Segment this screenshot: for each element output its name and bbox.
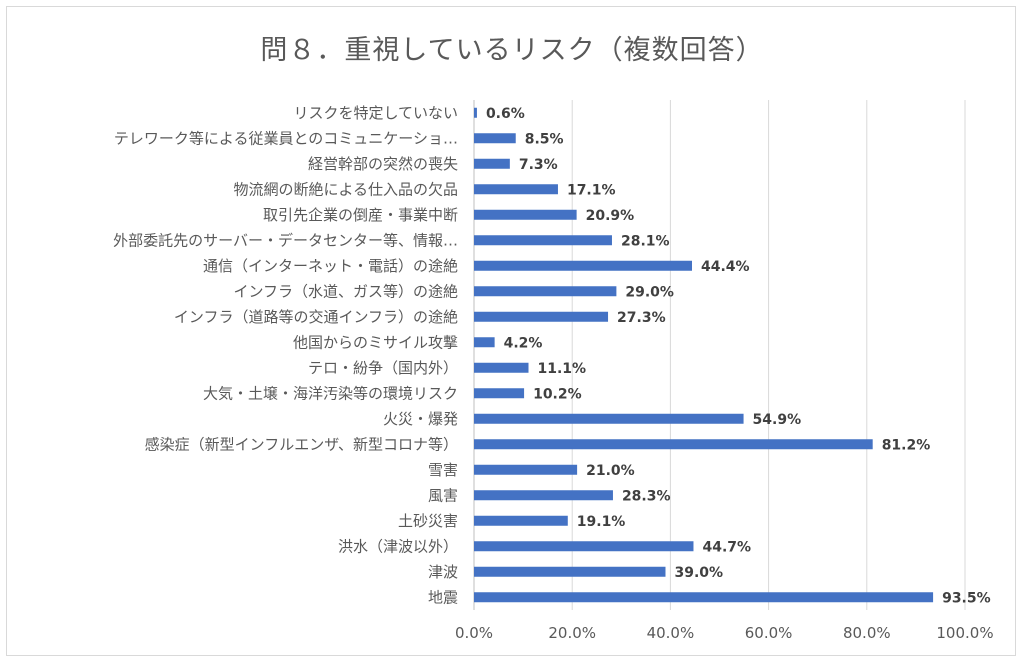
bar xyxy=(474,337,495,348)
bar xyxy=(474,464,578,475)
bar xyxy=(474,388,525,399)
category-label: テロ・紛争（国内外） xyxy=(308,359,458,377)
data-label: 0.6% xyxy=(486,106,525,122)
data-label: 54.9% xyxy=(753,412,802,428)
category-label: 外部委託先のサーバー・データセンター等、情報… xyxy=(113,231,458,249)
category-label: 通信（インターネット・電話）の途絶 xyxy=(203,257,458,275)
x-tick-label: 0.0% xyxy=(455,624,493,642)
bar xyxy=(474,413,744,424)
data-label: 7.3% xyxy=(519,157,558,173)
category-label: 他国からのミサイル攻撃 xyxy=(293,333,458,351)
chart-title: 問８．重視しているリスク（複数回答） xyxy=(260,35,764,66)
bar xyxy=(474,362,529,373)
data-label: 44.4% xyxy=(701,259,750,275)
category-label: 土砂災害 xyxy=(398,512,458,530)
data-label: 44.7% xyxy=(702,539,751,555)
data-label: 28.3% xyxy=(622,488,671,504)
category-label: 物流網の断絶による仕入品の欠品 xyxy=(233,180,458,198)
bar xyxy=(474,439,873,450)
data-label: 10.2% xyxy=(533,386,582,402)
data-label: 11.1% xyxy=(538,361,587,377)
bar xyxy=(474,133,516,144)
data-label: 27.3% xyxy=(617,310,666,326)
category-label: 感染症（新型インフルエンザ、新型コロナ等） xyxy=(145,435,458,453)
bar xyxy=(474,158,510,169)
category-label: テレワーク等による従業員とのコミュニケーショ… xyxy=(114,129,458,147)
category-label: 取引先企業の倒産・事業中断 xyxy=(263,206,458,224)
bar xyxy=(474,311,609,322)
data-label: 29.0% xyxy=(625,284,674,300)
bar xyxy=(474,592,934,603)
bar xyxy=(474,566,666,577)
bar xyxy=(474,107,477,118)
category-label: 雪害 xyxy=(428,461,458,479)
bar xyxy=(474,490,613,501)
bar xyxy=(474,260,693,271)
data-label: 19.1% xyxy=(577,514,626,530)
data-label: 8.5% xyxy=(525,131,564,147)
data-label: 17.1% xyxy=(567,182,616,198)
x-tick-label: 40.0% xyxy=(647,624,695,642)
category-label: 津波 xyxy=(428,563,458,581)
category-label: 大気・土壌・海洋汚染等の環境リスク xyxy=(203,384,458,402)
data-label: 20.9% xyxy=(586,208,635,224)
category-label: 経営幹部の突然の喪失 xyxy=(308,155,458,173)
category-label: 洪水（津波以外） xyxy=(338,537,458,555)
category-label: 風害 xyxy=(428,486,458,504)
data-label: 93.5% xyxy=(942,590,991,606)
bar xyxy=(474,209,577,220)
data-label: 28.1% xyxy=(621,233,670,249)
data-label: 39.0% xyxy=(674,565,723,581)
data-label: 81.2% xyxy=(882,437,931,453)
bar xyxy=(474,515,568,526)
bar xyxy=(474,184,558,195)
bar xyxy=(474,286,617,297)
x-tick-label: 20.0% xyxy=(548,624,596,642)
data-label: 4.2% xyxy=(504,335,543,351)
data-label: 21.0% xyxy=(586,463,635,479)
x-tick-label: 80.0% xyxy=(843,624,891,642)
x-tick-label: 60.0% xyxy=(745,624,793,642)
bar xyxy=(474,235,612,246)
x-tick-label: 100.0% xyxy=(936,624,993,642)
category-label: 地震 xyxy=(428,588,458,606)
bar xyxy=(474,541,694,552)
category-label: インフラ（水道、ガス等）の途絶 xyxy=(233,282,458,300)
category-label: リスクを特定していない xyxy=(293,104,458,122)
category-label: 火災・爆発 xyxy=(383,410,458,428)
category-label: インフラ（道路等の交通インフラ）の途絶 xyxy=(174,308,458,326)
